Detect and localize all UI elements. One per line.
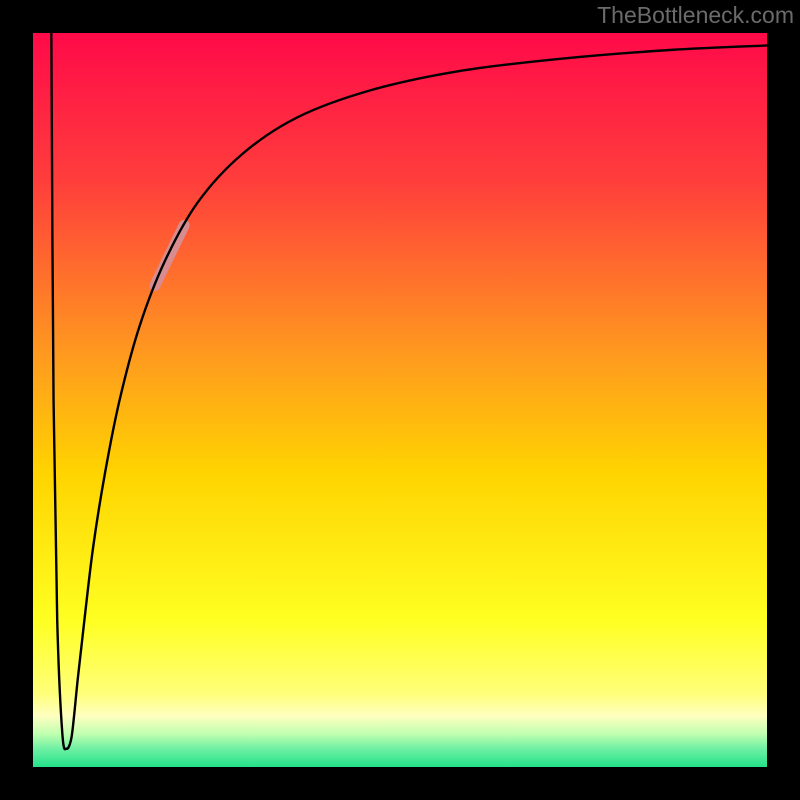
chart-background (33, 33, 767, 767)
bottleneck-chart (0, 0, 800, 800)
